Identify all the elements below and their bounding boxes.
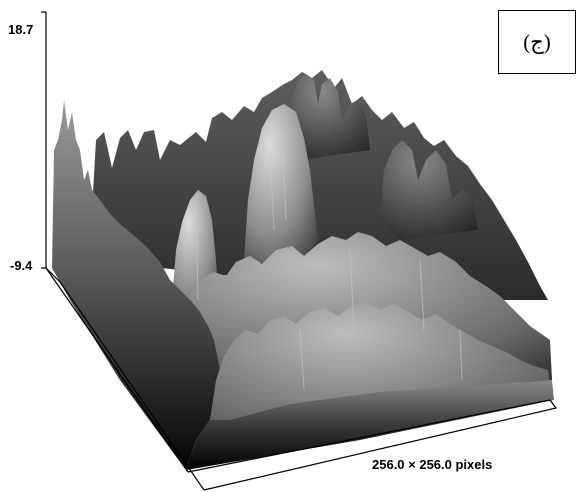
- surface-central-peak: [244, 104, 318, 270]
- surface-back-peaks: [290, 74, 370, 160]
- base-outline-front-outer: [203, 399, 558, 491]
- surface-back-peaks-right: [380, 140, 478, 240]
- z-axis-min-label: -9.4: [10, 258, 33, 273]
- surface-front-wall: [186, 380, 554, 470]
- base-outline-left: [45, 267, 205, 491]
- panel-label-box: (ج): [498, 10, 576, 74]
- z-axis-max-label: 18.7: [8, 22, 34, 37]
- panel-label: (ج): [523, 29, 551, 54]
- surface-left-wall: [52, 100, 222, 470]
- base-outline-left-inner: [45, 267, 189, 473]
- surface-highlight-streaks: [195, 129, 463, 391]
- base-outline-front: [187, 399, 551, 473]
- base-dimensions-label: 256.0 × 256.0 pixels: [372, 457, 493, 472]
